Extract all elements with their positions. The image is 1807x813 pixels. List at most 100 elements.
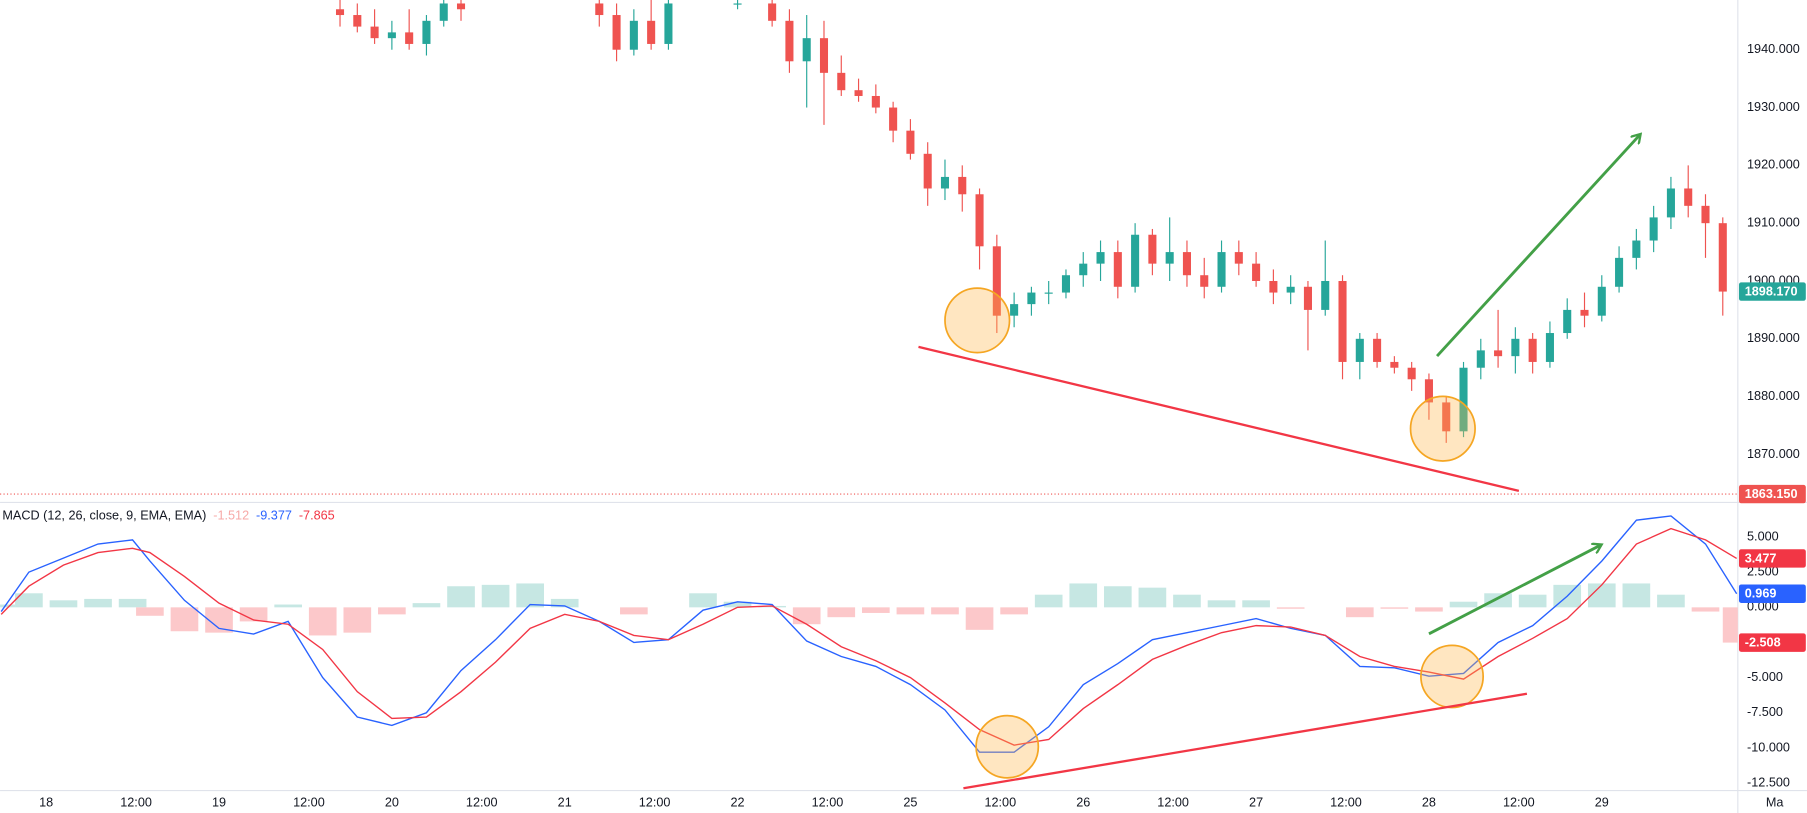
y-tick-label: 1880.000 bbox=[1747, 389, 1800, 403]
x-tick-label: 12:00 bbox=[639, 796, 671, 810]
candle-body bbox=[1252, 263, 1261, 281]
candle-body bbox=[1165, 252, 1174, 264]
axis-value-tag bbox=[1738, 282, 1806, 301]
x-tick-label: 12:00 bbox=[1157, 796, 1189, 810]
histogram-bar bbox=[136, 607, 164, 616]
histogram-bar bbox=[84, 598, 112, 608]
candle-body bbox=[1442, 402, 1451, 432]
candle-body bbox=[1010, 304, 1019, 316]
candle-body bbox=[1545, 333, 1554, 362]
y-tick-label: 1870.000 bbox=[1747, 447, 1800, 461]
candle-body bbox=[1476, 350, 1485, 368]
histogram-bar bbox=[1691, 607, 1720, 612]
macd-line bbox=[0, 527, 1738, 746]
y-tick-label: -5.000 bbox=[1747, 670, 1783, 684]
candle-body bbox=[1027, 292, 1036, 305]
x-tick-label: 12:00 bbox=[1330, 796, 1362, 810]
candle-body bbox=[1321, 280, 1330, 310]
histogram-bar bbox=[792, 607, 821, 625]
candle-body bbox=[958, 176, 967, 195]
histogram-bar bbox=[1345, 607, 1374, 618]
candle-body bbox=[1597, 286, 1606, 316]
macd-line bbox=[0, 515, 1738, 753]
histogram-bar bbox=[620, 607, 648, 615]
candle-body bbox=[1269, 280, 1278, 293]
candle-body bbox=[1234, 252, 1243, 264]
candle-body bbox=[975, 194, 984, 247]
candle-body bbox=[802, 38, 811, 62]
histogram-bar bbox=[1722, 607, 1738, 643]
candle-body bbox=[1044, 292, 1053, 294]
candle-body bbox=[1182, 252, 1191, 276]
histogram-bar bbox=[1242, 600, 1270, 608]
axis-value-tag bbox=[1738, 549, 1806, 568]
candle-body bbox=[889, 107, 898, 131]
price-pane bbox=[0, 0, 1738, 495]
highlight-circle bbox=[975, 714, 1040, 779]
candle-body bbox=[1459, 367, 1468, 432]
axis-value-label: 0.969 bbox=[1745, 587, 1777, 601]
candle-body bbox=[595, 3, 604, 16]
histogram-bar bbox=[1484, 593, 1512, 608]
histogram-bar bbox=[1138, 587, 1167, 608]
axes: 1870.0001880.0001890.0001900.0001910.000… bbox=[2, 42, 1806, 810]
histogram-bar bbox=[274, 604, 302, 608]
histogram-bar bbox=[1103, 586, 1132, 608]
candle-body bbox=[1649, 217, 1658, 241]
histogram-bar bbox=[378, 607, 406, 615]
macd-pane bbox=[0, 515, 1738, 753]
candle-body bbox=[353, 15, 362, 27]
candle-body bbox=[1338, 280, 1347, 362]
highlight-circle bbox=[1409, 395, 1476, 462]
y-tick-label: -10.000 bbox=[1747, 740, 1790, 754]
x-tick-label: 28 bbox=[1422, 796, 1436, 810]
histogram-bar bbox=[1034, 594, 1063, 608]
histogram-bar bbox=[1657, 594, 1685, 608]
histogram-bar bbox=[1000, 607, 1028, 615]
candle-body bbox=[923, 153, 932, 189]
histogram-bar bbox=[1173, 594, 1201, 608]
indicator-legend: MACD (12, 26, close, 9, EMA, EMA) -1.512-… bbox=[2, 509, 334, 523]
candle-body bbox=[1580, 309, 1589, 316]
candle-body bbox=[1303, 286, 1312, 310]
candle-body bbox=[1355, 338, 1364, 362]
candle-body bbox=[1217, 252, 1226, 287]
x-tick-label: 12:00 bbox=[1503, 796, 1535, 810]
candle-body bbox=[1113, 252, 1122, 287]
candle-body bbox=[1666, 188, 1675, 218]
candle-body bbox=[1131, 234, 1140, 287]
candle-body bbox=[1096, 252, 1105, 264]
candle-body bbox=[1390, 361, 1399, 368]
axis-value-label: 3.477 bbox=[1745, 551, 1777, 565]
legend-title: MACD (12, 26, close, 9, EMA, EMA) bbox=[2, 509, 206, 523]
candle-body bbox=[405, 32, 414, 44]
candle-body bbox=[1632, 240, 1641, 258]
candle-body bbox=[387, 32, 396, 39]
histogram-bar bbox=[1622, 583, 1651, 608]
x-tick-label: 12:00 bbox=[120, 796, 152, 810]
legend-value: -7.865 bbox=[299, 509, 335, 523]
candle-body bbox=[1061, 275, 1071, 293]
candle-body bbox=[785, 20, 794, 62]
y-tick-label: 0.000 bbox=[1747, 600, 1779, 614]
candle-body bbox=[1373, 338, 1382, 362]
histogram-bar bbox=[1587, 583, 1616, 608]
candle-body bbox=[1200, 275, 1209, 287]
candle-body bbox=[1424, 379, 1433, 403]
candle-body bbox=[1494, 350, 1503, 357]
candle-body bbox=[1701, 205, 1710, 224]
candle-body bbox=[612, 15, 621, 50]
candle-body bbox=[906, 130, 915, 154]
histogram-bar bbox=[1449, 601, 1478, 608]
histogram-bar bbox=[896, 607, 925, 615]
y-tick-label: 1930.000 bbox=[1747, 100, 1800, 114]
candle-body bbox=[1718, 223, 1727, 292]
candle-body bbox=[1615, 257, 1624, 287]
drawings bbox=[918, 135, 1639, 790]
candle-body bbox=[422, 20, 431, 44]
candle-body bbox=[1684, 188, 1693, 206]
candle-body bbox=[664, 3, 673, 44]
histogram-bar bbox=[1069, 583, 1098, 608]
candle-body bbox=[335, 9, 345, 16]
